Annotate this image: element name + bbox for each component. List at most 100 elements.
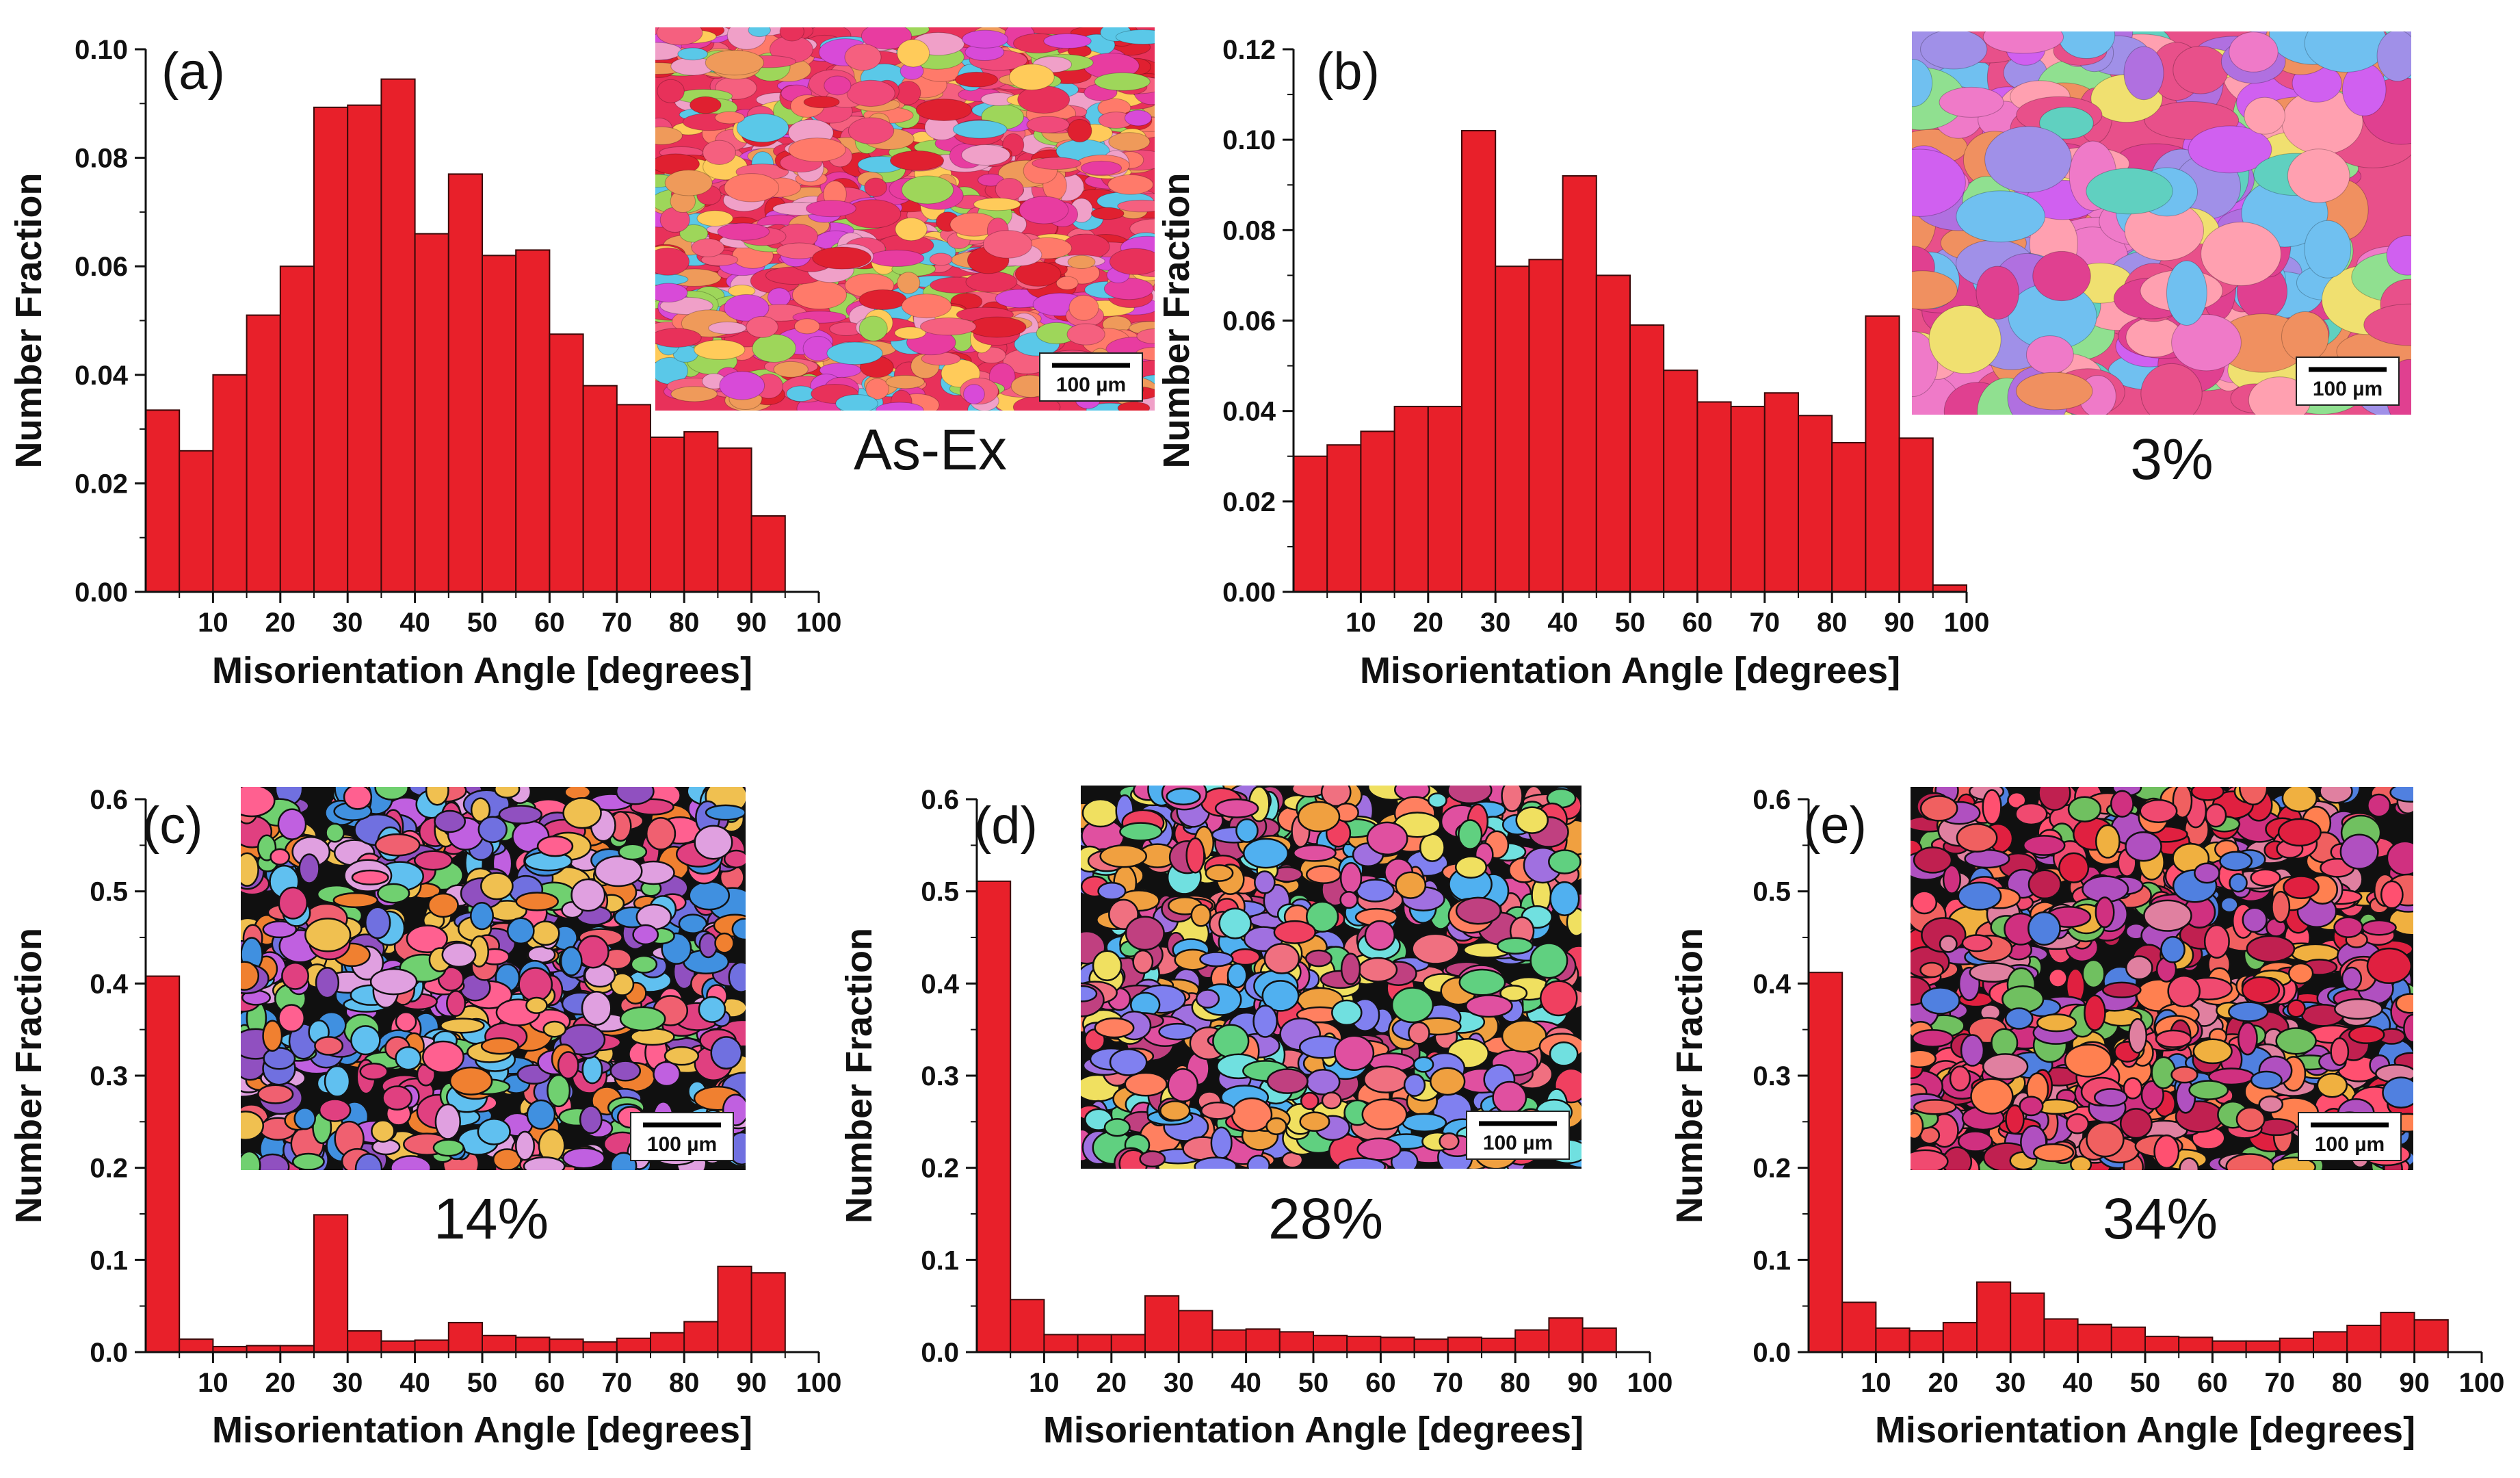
y-tick-label: 0.10 — [75, 35, 128, 65]
grain — [1982, 1053, 2029, 1080]
grain — [1109, 248, 1155, 275]
histogram-bar — [683, 1321, 719, 1353]
grain — [564, 787, 592, 801]
grain — [359, 1063, 389, 1080]
ebsd-orientation-map-icon: 100 µm — [655, 27, 1155, 411]
grain — [703, 140, 736, 166]
grain — [562, 1147, 605, 1169]
histogram-bar — [1380, 1336, 1415, 1353]
grain — [1356, 1137, 1402, 1161]
grain — [2095, 824, 2121, 859]
grain — [395, 1046, 422, 1071]
grain — [731, 918, 746, 941]
grain — [710, 1036, 743, 1070]
grain — [1297, 801, 1341, 833]
histogram-bar — [1976, 1281, 2012, 1353]
grain — [767, 287, 791, 307]
grain — [480, 872, 514, 900]
grain — [1019, 196, 1069, 224]
grain — [277, 808, 307, 840]
grain — [1119, 822, 1163, 842]
histogram-bar — [650, 436, 685, 593]
grain — [1292, 844, 1337, 862]
grain — [480, 1037, 519, 1055]
grain — [657, 79, 685, 103]
grain — [1549, 881, 1580, 916]
grain — [2101, 981, 2142, 998]
y-tick-label: 0.0 — [1753, 1338, 1791, 1368]
x-tick-label: 80 — [1500, 1368, 1531, 1398]
grain — [2241, 976, 2281, 1004]
grain — [835, 394, 878, 411]
panel-label: (c) — [142, 796, 203, 855]
grain — [2166, 260, 2207, 326]
grain — [724, 294, 770, 322]
grain — [2070, 1155, 2092, 1170]
histogram-bar — [2413, 1319, 2449, 1353]
x-tick-label: 40 — [399, 1368, 430, 1398]
grain — [664, 1046, 700, 1066]
histogram-bar — [1211, 1329, 1247, 1353]
histogram-bar — [414, 233, 449, 593]
x-tick-label: 10 — [1861, 1368, 1891, 1398]
grain — [1465, 994, 1513, 1018]
grain — [615, 787, 655, 805]
x-tick-label: 100 — [1944, 608, 1990, 638]
grain — [1549, 1041, 1579, 1067]
grain — [354, 1153, 383, 1170]
x-tick-label: 10 — [198, 1368, 228, 1398]
grain — [1159, 1100, 1191, 1122]
grain — [1226, 962, 1248, 989]
panel-label: (d) — [974, 796, 1038, 855]
grain — [1300, 1091, 1320, 1111]
grain — [406, 924, 448, 954]
x-axis-title: Misorientation Angle [degrees] — [1875, 1410, 2415, 1451]
grain — [1305, 865, 1341, 884]
grain — [1117, 401, 1151, 411]
x-tick-label: 40 — [1231, 1368, 1261, 1398]
histogram-bar — [482, 1334, 517, 1353]
grain — [1939, 935, 1958, 953]
grain — [1109, 1048, 1148, 1076]
grain — [2032, 1143, 2075, 1163]
grain — [1210, 1126, 1233, 1159]
grain — [812, 246, 871, 270]
y-tick-label: 0.0 — [921, 1338, 959, 1368]
grain — [929, 252, 953, 266]
grain — [708, 322, 747, 335]
histogram-bar — [1875, 1327, 1911, 1353]
grain — [670, 386, 718, 402]
grain — [374, 833, 421, 857]
grain — [241, 961, 260, 991]
y-tick-label: 0.4 — [921, 969, 959, 999]
grain — [889, 150, 945, 171]
histogram-bar — [447, 1321, 483, 1353]
x-tick-label: 20 — [265, 1368, 296, 1398]
grain — [518, 967, 553, 1002]
grain — [2219, 851, 2253, 872]
grain — [1199, 951, 1234, 968]
histogram-bar — [2043, 1318, 2079, 1353]
grain — [1411, 933, 1460, 965]
y-tick-label: 0.2 — [90, 1154, 128, 1184]
grain — [1361, 1098, 1408, 1130]
grain — [2190, 787, 2224, 801]
grain — [536, 835, 574, 857]
x-tick-label: 80 — [1817, 608, 1848, 638]
histogram-bar — [2245, 1340, 2281, 1353]
grain — [1339, 891, 1359, 909]
grain — [858, 315, 888, 341]
x-tick-label: 50 — [2130, 1368, 2161, 1398]
histogram-bar — [179, 1338, 214, 1353]
grain — [1261, 980, 1300, 1012]
grain — [515, 892, 559, 911]
histogram-bar — [1313, 1334, 1348, 1353]
grain — [2244, 96, 2285, 135]
histogram-bar — [515, 249, 551, 593]
grain — [2339, 833, 2379, 870]
x-tick-label: 90 — [736, 608, 767, 638]
grain — [374, 787, 409, 801]
y-tick-label: 0.1 — [921, 1245, 959, 1275]
grain — [2283, 875, 2320, 900]
histogram-bar — [1942, 1321, 1978, 1353]
